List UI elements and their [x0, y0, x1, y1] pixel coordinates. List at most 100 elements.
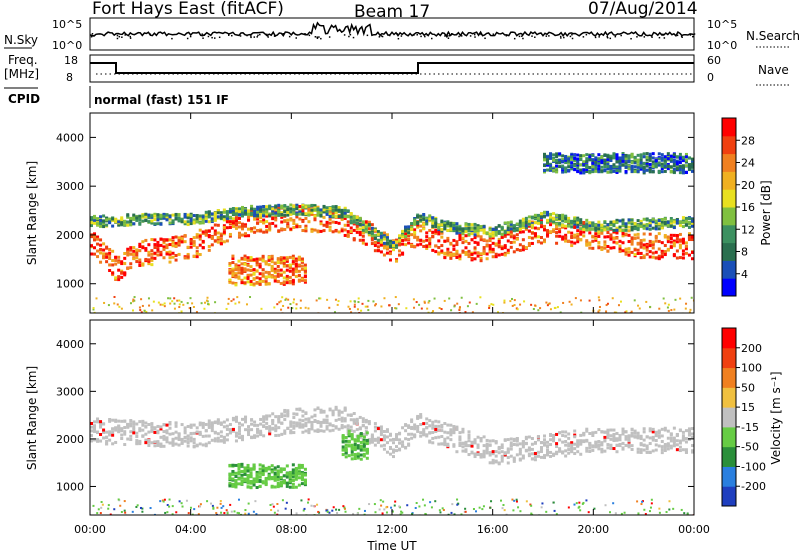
velocity-cell [401, 445, 404, 448]
velocity-cell [150, 441, 153, 444]
power-noise-cell [598, 299, 600, 301]
power-cell [123, 220, 126, 223]
power-cell [649, 163, 652, 166]
power-noise-cell [169, 297, 171, 299]
velocity-cell [241, 438, 244, 441]
power-cell [289, 219, 292, 222]
power-cell [464, 234, 467, 237]
velocity-cell [129, 430, 132, 433]
nsearch-dot [615, 36, 617, 38]
power-cell [247, 228, 250, 231]
power-cell [265, 208, 268, 211]
power-cell [228, 272, 231, 275]
power-noise-cell [295, 308, 297, 310]
velocity-cell [413, 435, 416, 438]
power-cell [123, 271, 126, 274]
velocity-cell [247, 470, 250, 473]
velocity-cell [443, 438, 446, 441]
velocity-cell [262, 424, 265, 427]
nave-tick-top: 60 [707, 54, 721, 67]
power-cell [477, 251, 480, 254]
power-noise-cell [260, 308, 262, 310]
velocity-cell [588, 447, 591, 450]
power-cell [335, 205, 338, 208]
power-cell [323, 208, 326, 211]
power-cell [670, 220, 673, 223]
power-cell [437, 246, 440, 249]
power-cell [670, 241, 673, 244]
velocity-cell [317, 420, 320, 423]
power-cell [228, 279, 231, 282]
power-cell [567, 220, 570, 223]
power-cell [452, 248, 455, 251]
power-cell [374, 234, 377, 237]
power-cell [202, 230, 205, 233]
power-cell [253, 277, 256, 280]
velocity-cell [250, 480, 253, 483]
power-cell [147, 220, 150, 223]
velocity-cell [277, 417, 280, 420]
power-cell [292, 273, 295, 276]
velocity-cell [561, 450, 564, 453]
velocity-cell [398, 438, 401, 441]
power-cell [265, 280, 268, 283]
power-cell [588, 158, 591, 161]
power-cell [558, 228, 561, 231]
power-cell [579, 221, 582, 224]
power-cell [286, 269, 289, 272]
power-cell [643, 155, 646, 158]
power-cell [576, 229, 579, 232]
power-cell [362, 239, 365, 242]
nsearch-dot [560, 36, 562, 38]
velocity-cell [386, 428, 389, 431]
velocity-cell [558, 438, 561, 441]
power-cell [108, 257, 111, 260]
power-cell [446, 251, 449, 254]
power-cell [519, 228, 522, 231]
power-cell [347, 224, 350, 227]
power-cell [594, 170, 597, 173]
velocity-cell [625, 430, 628, 433]
velocity-cell [120, 420, 123, 423]
power-cell [274, 262, 277, 265]
velocity-cell [237, 482, 240, 485]
nsearch-dot [607, 37, 609, 39]
velocity-cell [625, 438, 628, 441]
velocity-cell [338, 409, 341, 412]
velocity-cell [561, 430, 564, 433]
power-cell [229, 226, 232, 229]
nsearch-dot [257, 35, 259, 37]
power-cell [528, 236, 531, 239]
power-cell [471, 223, 474, 226]
velocity-cell [187, 438, 190, 441]
power-cell [685, 159, 688, 162]
velocity-cell [240, 474, 243, 477]
velocity-cell [594, 431, 597, 434]
power-cell [93, 246, 96, 249]
power-noise-cell [162, 304, 164, 306]
power-cell [455, 240, 458, 243]
velocity-cell [643, 439, 646, 442]
power-cell [247, 256, 250, 259]
power-cell [126, 213, 129, 216]
power-cell [419, 218, 422, 221]
velocity-cell [676, 433, 679, 436]
power-cell [603, 168, 606, 171]
power-cell [175, 245, 178, 248]
velocity-cell [594, 443, 597, 446]
power-cell [649, 153, 652, 156]
velocity-cell [425, 434, 428, 437]
power-noise-cell [280, 309, 282, 311]
velocity-cell [670, 437, 673, 440]
velocity-cell [271, 412, 274, 415]
power-cell [286, 211, 289, 214]
power-cell [643, 170, 646, 173]
velocity-cell [428, 424, 431, 427]
power-cell [492, 242, 495, 245]
nsearch-dot [231, 35, 233, 37]
velocity-cell [555, 442, 558, 445]
power-cell [271, 217, 274, 220]
velocity-cell [175, 437, 178, 440]
power-cell [129, 253, 132, 256]
velocity-cell [416, 427, 419, 430]
